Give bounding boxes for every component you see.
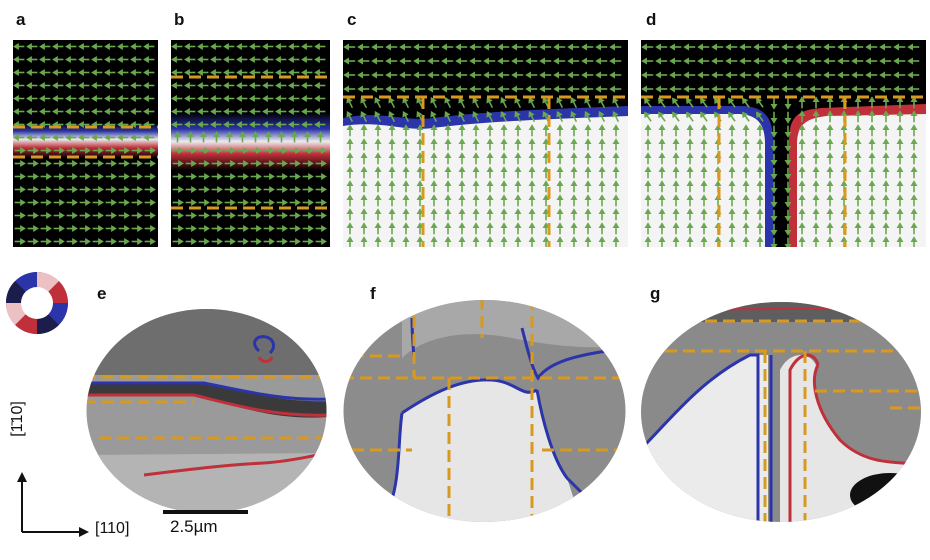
panel-label-a: a xyxy=(16,10,26,29)
crystal-axes xyxy=(14,470,94,540)
color-wheel-legend xyxy=(4,270,70,336)
panel-label-b: b xyxy=(174,10,185,29)
panel-label-f: f xyxy=(370,284,376,303)
panel-label-e: e xyxy=(97,284,107,303)
arrow-field xyxy=(13,43,156,245)
panel-label-c: c xyxy=(347,10,357,29)
simulation-panel-d xyxy=(641,40,926,247)
simulation-panel-c xyxy=(343,40,628,247)
panel-label-g: g xyxy=(650,284,661,303)
panel-label-d: d xyxy=(646,10,657,29)
vertical-axis-label: [1̄10] xyxy=(9,401,26,437)
scale-bar-label: 2.5µm xyxy=(170,517,218,536)
simulation-panel-a xyxy=(13,40,158,247)
microscopy-panel-g xyxy=(640,300,922,524)
simulation-panel-b xyxy=(171,40,330,247)
microscopy-panel-e xyxy=(84,305,329,517)
horizontal-axis-label: [110] xyxy=(95,520,130,537)
microscopy-panel-f xyxy=(342,298,627,524)
scale-bar xyxy=(163,510,248,514)
